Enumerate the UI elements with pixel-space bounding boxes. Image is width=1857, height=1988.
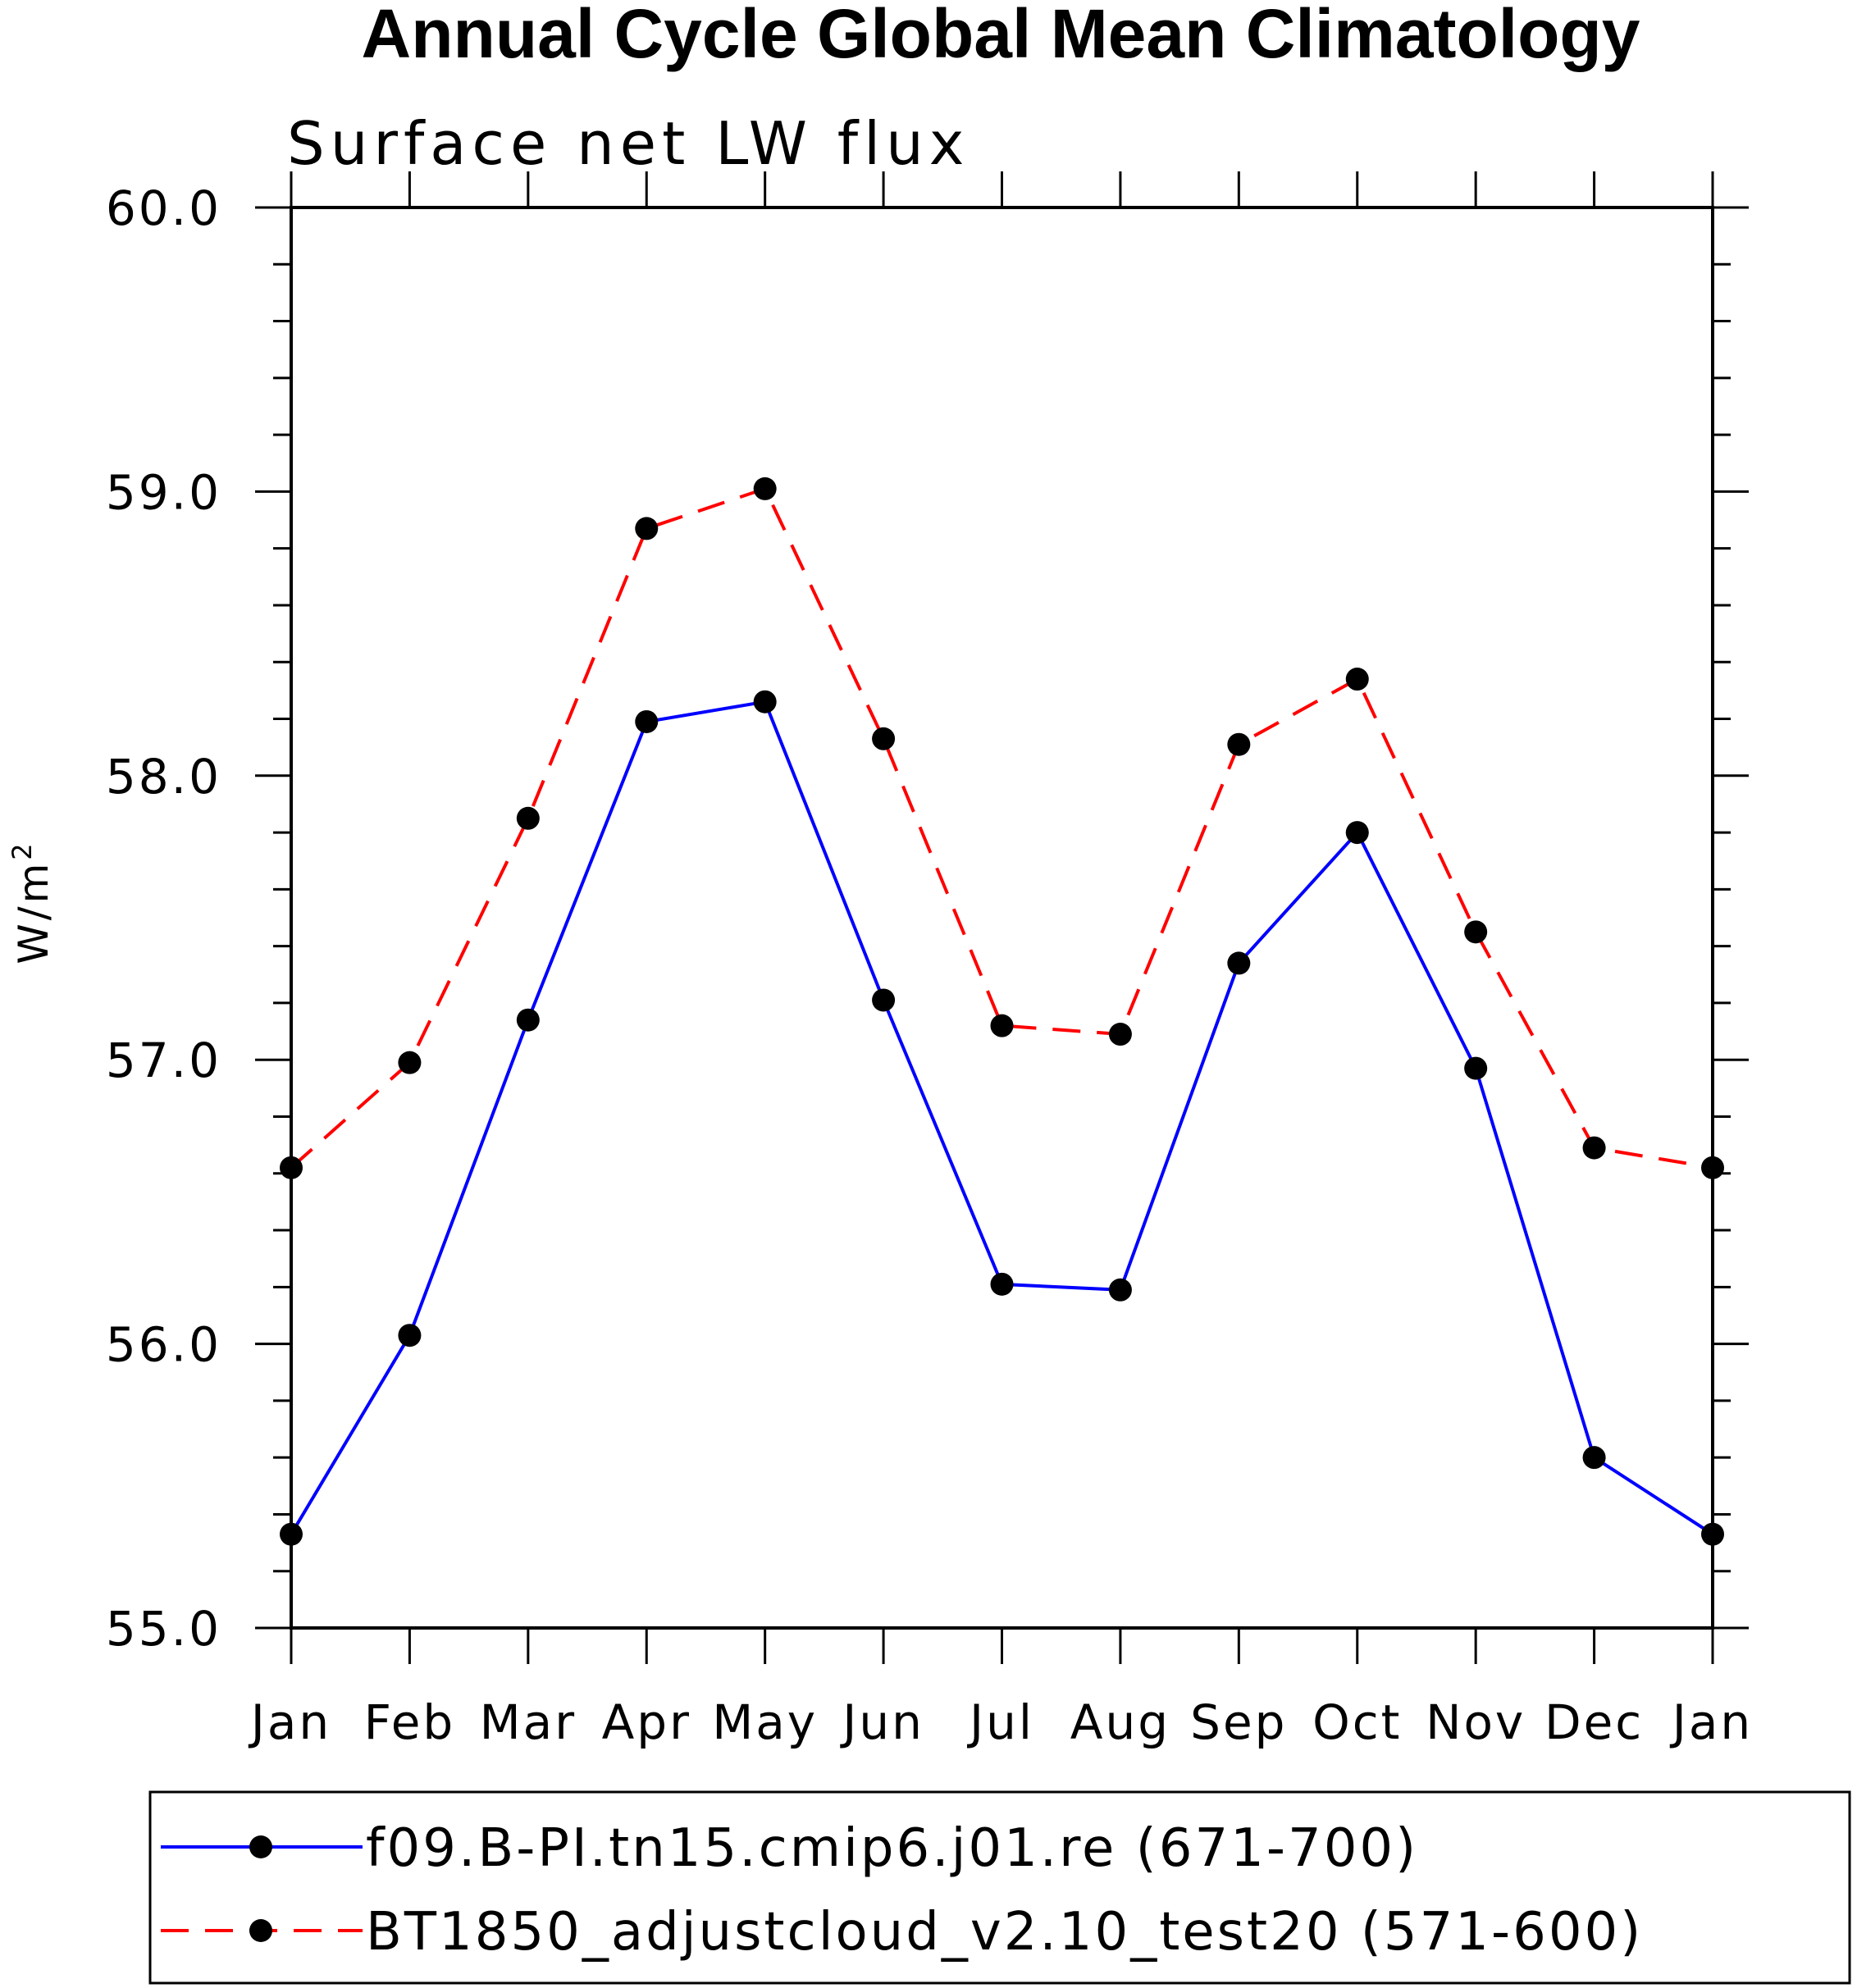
x-tick-label: Jun xyxy=(840,1694,924,1750)
data-point-series-2 xyxy=(1345,668,1369,691)
x-tick-label: Mar xyxy=(480,1694,577,1750)
data-point-series-1 xyxy=(1345,821,1369,845)
data-point-series-1 xyxy=(398,1324,422,1347)
data-point-series-2 xyxy=(990,1014,1014,1037)
series-group xyxy=(290,486,1714,1536)
legend-box xyxy=(148,1790,1851,1985)
data-point-series-1 xyxy=(516,1008,540,1032)
chart-subtitle: Surface net LW flux xyxy=(287,109,970,178)
data-point-series-2 xyxy=(753,476,777,500)
x-tick-label: May xyxy=(712,1694,818,1750)
y-axis-label-superscript: 2 xyxy=(7,840,38,859)
series-line-1 xyxy=(290,700,1714,1536)
y-axis-label: W/m2 xyxy=(7,840,57,964)
data-point-series-1 xyxy=(1108,1278,1132,1302)
x-tick-label: Jan xyxy=(249,1694,331,1750)
legend-marker-1 xyxy=(249,1835,272,1858)
x-tick-label: Jul xyxy=(967,1694,1034,1750)
x-tick-label: Feb xyxy=(364,1694,456,1750)
y-tick-label: 55.0 xyxy=(106,1601,221,1657)
legend-label-2: BT1850_adjustcloud_v2.10_test20 (571-600… xyxy=(366,1902,1643,1963)
data-point-series-1 xyxy=(753,690,777,714)
y-tick-label: 59.0 xyxy=(106,464,221,520)
y-tick-label: 60.0 xyxy=(106,180,221,236)
axes: Jan Feb Mar Apr May Jun Jul Aug Sep Oct Nov Dec Jan 5… xyxy=(106,171,1753,1750)
legend-marker-2 xyxy=(249,1919,272,1942)
data-point-series-1 xyxy=(1582,1446,1606,1470)
y-tick-label: 56.0 xyxy=(106,1317,221,1373)
data-point-series-2 xyxy=(1582,1136,1606,1160)
data-point-series-2 xyxy=(398,1051,422,1074)
data-point-series-2 xyxy=(1464,920,1488,944)
data-point-series-1 xyxy=(635,709,659,733)
markers-group xyxy=(280,476,1724,1546)
x-tick-label: Oct xyxy=(1312,1694,1402,1750)
x-tick-label: Dec xyxy=(1544,1694,1644,1750)
data-point-series-1 xyxy=(990,1272,1014,1296)
x-tick-label: Jan xyxy=(1670,1694,1753,1750)
legend-label-1: f09.B-PI.tn15.cmip6.j01.re (671-700) xyxy=(366,1818,1418,1879)
y-tick-label: 58.0 xyxy=(106,749,221,805)
x-tick-label: Aug xyxy=(1070,1694,1170,1750)
chart-title: Annual Cycle Global Mean Climatology xyxy=(362,0,1640,72)
y-tick-label: 57.0 xyxy=(106,1033,221,1088)
plot-frame xyxy=(290,206,1714,1630)
data-point-series-1 xyxy=(872,988,896,1012)
series-line-2 xyxy=(290,486,1713,1170)
data-point-series-2 xyxy=(1227,732,1251,756)
data-point-series-2 xyxy=(872,727,896,750)
data-point-series-2 xyxy=(516,806,540,830)
data-point-series-2 xyxy=(1108,1023,1132,1046)
data-point-series-1 xyxy=(1227,951,1251,975)
y-axis-label-base: W/m xyxy=(10,860,57,964)
x-tick-label: Apr xyxy=(602,1694,691,1750)
data-point-series-2 xyxy=(635,517,659,540)
x-tick-label: Nov xyxy=(1426,1694,1526,1750)
data-point-series-1 xyxy=(1464,1056,1488,1080)
x-tick-label: Sep xyxy=(1190,1694,1287,1750)
legend: f09.B-PI.tn15.cmip6.j01.re (671-700) BT18… xyxy=(148,1790,1851,1985)
